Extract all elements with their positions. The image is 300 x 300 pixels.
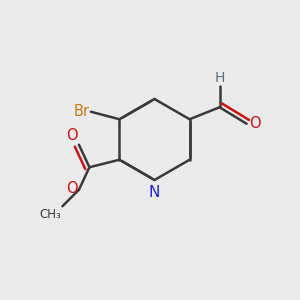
Text: O: O: [66, 128, 77, 143]
Text: N: N: [149, 185, 160, 200]
Text: H: H: [214, 71, 225, 85]
Text: Br: Br: [74, 104, 89, 119]
Text: O: O: [66, 181, 77, 196]
Text: CH₃: CH₃: [39, 208, 61, 221]
Text: O: O: [250, 116, 261, 131]
